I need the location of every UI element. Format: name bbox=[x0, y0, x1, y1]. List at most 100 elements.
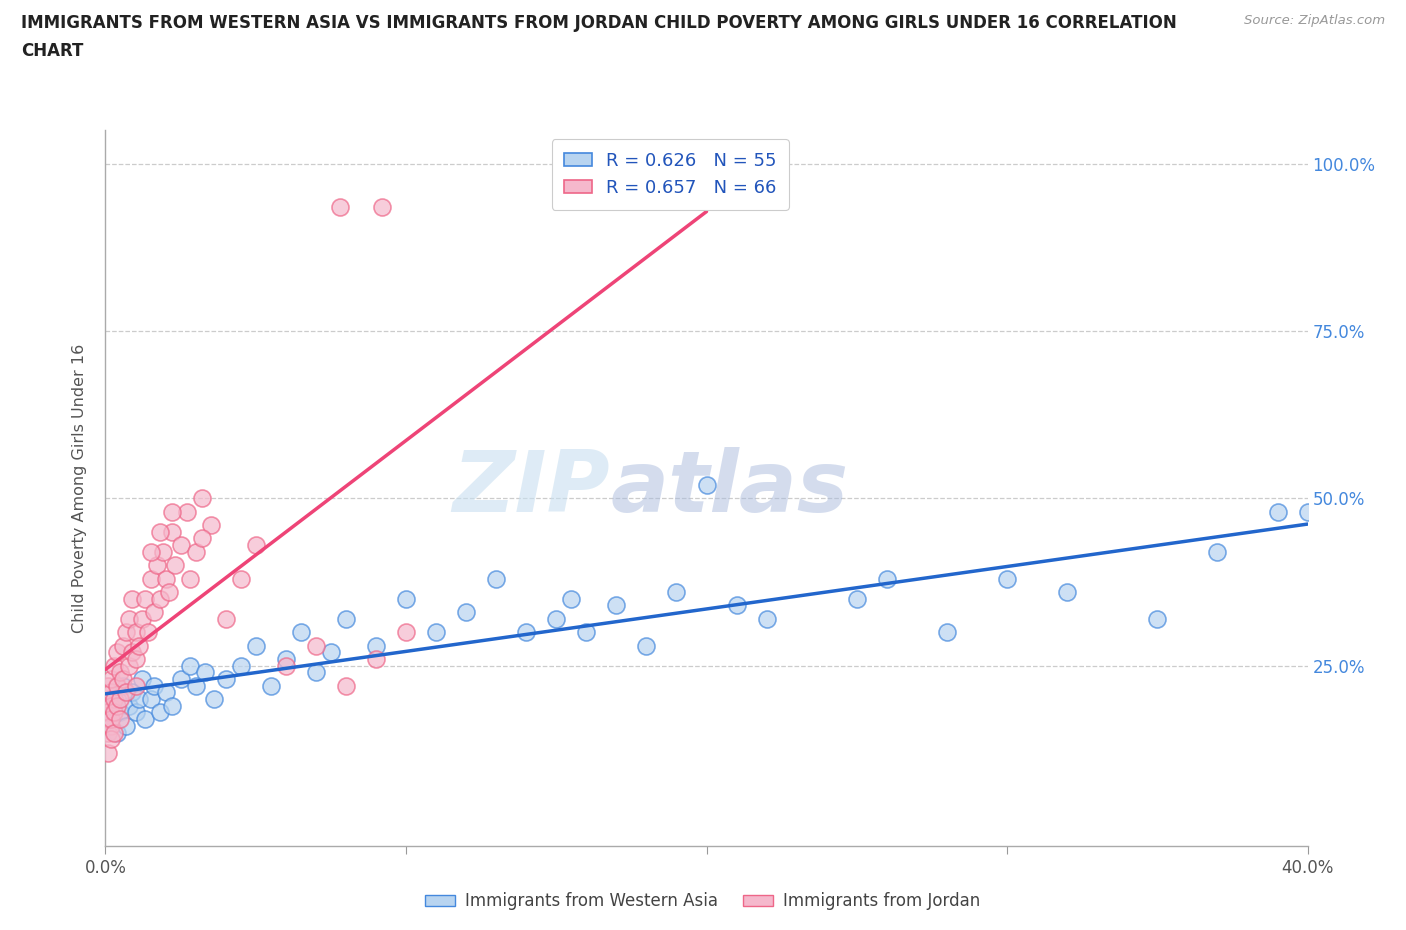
Point bbox=[131, 671, 153, 686]
Point bbox=[636, 638, 658, 653]
Point bbox=[148, 591, 170, 606]
Point bbox=[845, 591, 868, 606]
Point bbox=[425, 625, 447, 640]
Point bbox=[118, 658, 141, 673]
Point bbox=[184, 678, 207, 693]
Point bbox=[229, 571, 252, 586]
Point bbox=[290, 625, 312, 640]
Point bbox=[1146, 611, 1168, 626]
Point bbox=[575, 625, 598, 640]
Point bbox=[202, 692, 225, 707]
Point bbox=[184, 544, 207, 559]
Point bbox=[139, 692, 162, 707]
Text: CHART: CHART bbox=[21, 42, 83, 60]
Point bbox=[131, 611, 153, 626]
Point bbox=[97, 745, 120, 760]
Point bbox=[274, 652, 297, 667]
Point bbox=[155, 684, 177, 699]
Point bbox=[118, 698, 141, 713]
Point bbox=[160, 504, 183, 519]
Point bbox=[179, 571, 201, 586]
Point bbox=[936, 625, 959, 640]
Text: atlas: atlas bbox=[610, 446, 848, 530]
Point bbox=[364, 652, 387, 667]
Point bbox=[160, 525, 183, 539]
Point bbox=[110, 705, 132, 720]
Point bbox=[190, 491, 212, 506]
Point bbox=[200, 518, 222, 533]
Point bbox=[1296, 504, 1319, 519]
Point bbox=[1056, 585, 1078, 600]
Point bbox=[115, 684, 138, 699]
Point bbox=[112, 678, 135, 693]
Point bbox=[179, 658, 201, 673]
Point bbox=[97, 692, 120, 707]
Point bbox=[112, 671, 135, 686]
Point bbox=[395, 591, 418, 606]
Point bbox=[274, 658, 297, 673]
Point bbox=[103, 692, 125, 707]
Point bbox=[128, 692, 150, 707]
Point bbox=[665, 585, 688, 600]
Point bbox=[546, 611, 568, 626]
Point bbox=[148, 705, 170, 720]
Point bbox=[97, 711, 120, 726]
Text: IMMIGRANTS FROM WESTERN ASIA VS IMMIGRANTS FROM JORDAN CHILD POVERTY AMONG GIRLS: IMMIGRANTS FROM WESTERN ASIA VS IMMIGRAN… bbox=[21, 14, 1177, 32]
Point bbox=[176, 504, 198, 519]
Point bbox=[100, 671, 122, 686]
Y-axis label: Child Poverty Among Girls Under 16: Child Poverty Among Girls Under 16 bbox=[72, 343, 87, 633]
Point bbox=[305, 665, 328, 680]
Point bbox=[305, 638, 328, 653]
Point bbox=[100, 684, 122, 699]
Point bbox=[134, 711, 156, 726]
Legend: R = 0.626   N = 55, R = 0.657   N = 66: R = 0.626 N = 55, R = 0.657 N = 66 bbox=[551, 140, 789, 209]
Point bbox=[100, 711, 122, 726]
Point bbox=[100, 711, 122, 726]
Point bbox=[97, 705, 120, 720]
Point bbox=[121, 644, 143, 659]
Point bbox=[124, 705, 146, 720]
Point bbox=[103, 705, 125, 720]
Point bbox=[134, 591, 156, 606]
Point bbox=[160, 698, 183, 713]
Point bbox=[110, 711, 132, 726]
Point bbox=[876, 571, 898, 586]
Point bbox=[115, 625, 138, 640]
Point bbox=[97, 725, 120, 740]
Point bbox=[169, 538, 191, 552]
Point bbox=[605, 598, 627, 613]
Point bbox=[214, 611, 236, 626]
Text: Source: ZipAtlas.com: Source: ZipAtlas.com bbox=[1244, 14, 1385, 27]
Point bbox=[107, 725, 129, 740]
Point bbox=[145, 558, 167, 573]
Point bbox=[100, 732, 122, 747]
Point bbox=[103, 658, 125, 673]
Point bbox=[124, 652, 146, 667]
Point bbox=[103, 725, 125, 740]
Point bbox=[118, 611, 141, 626]
Point bbox=[229, 658, 252, 673]
Point bbox=[142, 604, 165, 619]
Point bbox=[115, 718, 138, 733]
Point bbox=[139, 571, 162, 586]
Point bbox=[100, 718, 122, 733]
Point bbox=[319, 644, 342, 659]
Point bbox=[190, 531, 212, 546]
Point bbox=[157, 585, 180, 600]
Point bbox=[696, 477, 718, 492]
Point bbox=[110, 692, 132, 707]
Point bbox=[128, 638, 150, 653]
Legend: Immigrants from Western Asia, Immigrants from Jordan: Immigrants from Western Asia, Immigrants… bbox=[419, 885, 987, 917]
Point bbox=[148, 525, 170, 539]
Point bbox=[169, 671, 191, 686]
Point bbox=[725, 598, 748, 613]
Point bbox=[995, 571, 1018, 586]
Point bbox=[560, 591, 582, 606]
Point bbox=[755, 611, 778, 626]
Point bbox=[194, 665, 217, 680]
Point bbox=[335, 678, 357, 693]
Point bbox=[124, 625, 146, 640]
Point bbox=[364, 638, 387, 653]
Point bbox=[100, 698, 122, 713]
Point bbox=[136, 625, 159, 640]
